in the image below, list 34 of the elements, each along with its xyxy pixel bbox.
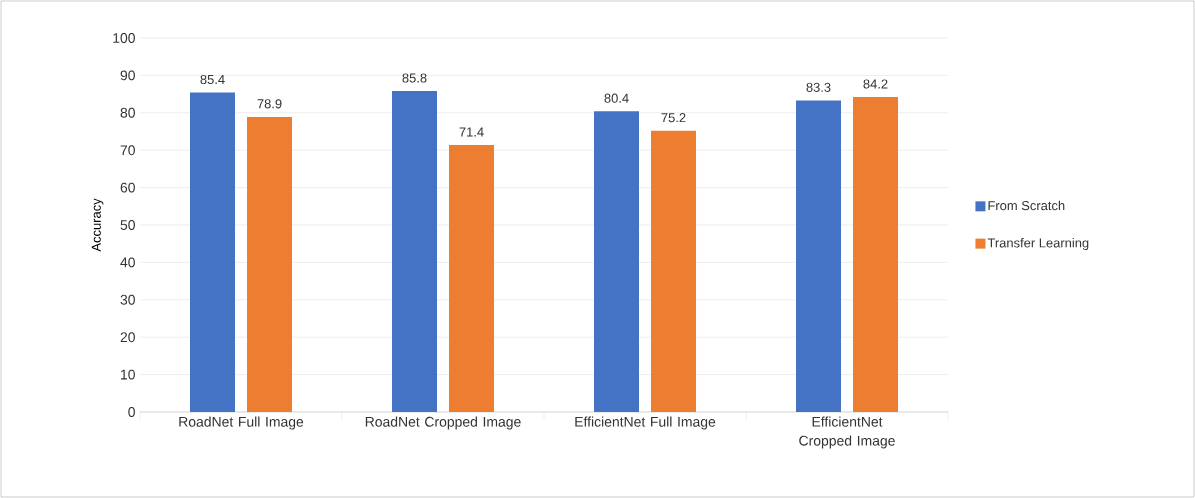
- data-label: 84.2: [863, 79, 888, 89]
- bar: [247, 116, 293, 412]
- data-label: 85.4: [200, 74, 225, 85]
- y-tick-label: 20: [120, 332, 135, 343]
- data-label: 71.4: [459, 127, 484, 137]
- legend-label: Transfer Learning: [987, 237, 1089, 251]
- x-tick-label: RoadNet Cropped Image: [365, 416, 521, 430]
- x-tick-label: EfficientNet Full Image: [575, 416, 716, 430]
- y-tick-label: 0: [128, 407, 135, 417]
- data-label: 83.3: [806, 82, 831, 92]
- bar: [594, 111, 640, 412]
- y-tick-label: 80: [120, 107, 135, 118]
- data-label: 85.8: [402, 73, 427, 83]
- y-tick-label: 30: [120, 294, 135, 305]
- y-tick-label: 100: [113, 33, 135, 43]
- bar: [392, 91, 438, 412]
- data-label: 75.2: [661, 113, 686, 123]
- data-label: 80.4: [604, 93, 629, 103]
- y-tick-label: 40: [120, 257, 135, 268]
- data-label: 78.9: [257, 99, 282, 109]
- legend-label: From Scratch: [988, 200, 1065, 211]
- bar: [853, 97, 899, 412]
- y-tick-label: 70: [120, 145, 135, 156]
- y-tick-label: 90: [120, 70, 135, 81]
- bar: [449, 144, 495, 412]
- y-tick-label: 50: [120, 220, 135, 230]
- x-tick-label: RoadNet Full Image: [179, 416, 304, 430]
- bar: [190, 92, 236, 412]
- x-tick-label: EfficientNet Cropped Image: [799, 416, 895, 449]
- y-axis-title: Accuracy: [91, 198, 104, 252]
- bar: [796, 100, 842, 412]
- y-tick-label: 10: [121, 369, 135, 380]
- bar: [651, 130, 697, 412]
- y-tick-label: 60: [120, 182, 135, 193]
